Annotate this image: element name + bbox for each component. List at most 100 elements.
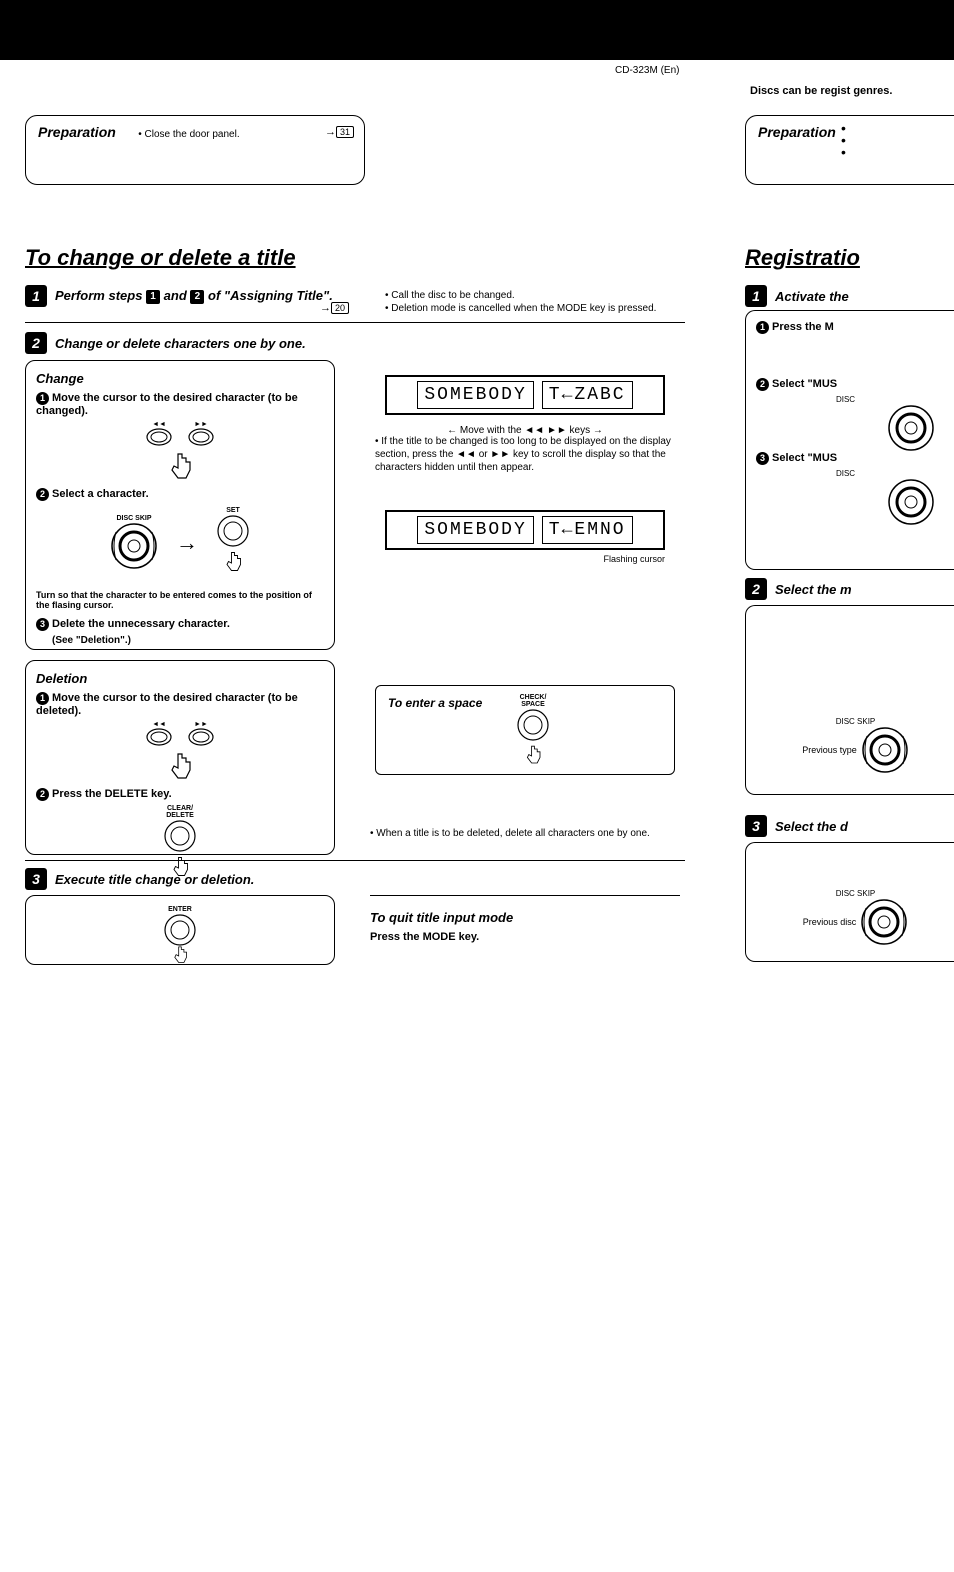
enter-label: ENTER — [36, 906, 324, 913]
preparation-box-left: Preparation • Close the door panel. →31 — [25, 115, 365, 185]
right-step-2-text: Select the m — [775, 582, 852, 597]
check-space-label: CHECK/ SPACE — [516, 694, 550, 708]
preparation-box-right: Preparation ••• — [745, 115, 954, 185]
page-ref-31: →31 — [325, 126, 354, 138]
enter-button-icon — [163, 913, 197, 947]
right-sub3: 3Select "MUS — [756, 452, 945, 465]
discs-registration-note: Discs can be regist genres. — [750, 85, 950, 97]
step-1-badge: 1 — [25, 285, 47, 307]
right-sub1: 1Press the M — [756, 321, 945, 334]
right-step-3-badge: 3 — [745, 815, 767, 837]
rewind-button-icon — [146, 428, 172, 446]
lcd-text-1b: T←ZABC — [542, 381, 633, 409]
quit-text: Press the MODE key. — [370, 931, 513, 943]
step-3-badge: 3 — [25, 868, 47, 890]
divider-1 — [25, 322, 685, 323]
right-knob-2-icon — [887, 478, 935, 526]
lcd-text-1a: SOMEBODY — [417, 381, 533, 409]
set-label: SET — [216, 507, 250, 514]
change-box: Change 1Move the cursor to the desired c… — [25, 360, 335, 650]
right-knob-3-icon — [861, 726, 909, 774]
preparation-title: Preparation — [38, 124, 116, 140]
quit-title: To quit title input mode — [370, 910, 513, 925]
step-3-text: Execute title change or deletion. — [55, 872, 254, 887]
previous-disc-label: Previous disc — [803, 917, 857, 927]
change-sub1: 1Move the cursor to the desired characte… — [36, 392, 324, 417]
forward-button-icon — [188, 428, 214, 446]
disc-skip-label: DISC SKIP — [110, 515, 158, 522]
change-sub2-note: Turn so that the character to be entered… — [36, 590, 324, 610]
deletion-sub1: 1Move the cursor to the desired characte… — [36, 692, 324, 717]
hand-press-icon-5 — [167, 943, 193, 969]
hand-press-icon-4 — [519, 742, 547, 770]
right-box-2: DISC SKIP Previous type — [745, 605, 954, 795]
preparation-bullet: • Close the door panel. — [138, 129, 239, 140]
right-step-2-row: 2 Select the m — [745, 578, 852, 600]
disc-arc-label-2: DISC — [756, 469, 935, 478]
enter-space-title: To enter a space — [388, 696, 482, 710]
rewind-button-icon-2 — [146, 728, 172, 746]
deletion-heading: Deletion — [36, 671, 324, 686]
rewind-forward-buttons: ◄◄ ►► — [36, 421, 324, 446]
clear-delete-label: CLEAR/ DELETE — [36, 805, 324, 819]
section-title-change-delete: To change or delete a title — [25, 245, 296, 271]
right-knob-1-icon — [887, 404, 935, 452]
lcd-text-2b: T←EMNO — [542, 516, 633, 544]
enter-space-box: To enter a space CHECK/ SPACE — [375, 685, 675, 775]
call-disc-note: • Call the disc to be changed. — [385, 290, 685, 301]
change-sub3-note: (See "Deletion".) — [52, 635, 324, 646]
right-step-1-row: 1 Activate the — [745, 285, 849, 307]
hand-press-icon-2 — [36, 748, 324, 788]
check-space-button-icon — [516, 708, 550, 742]
change-sub2: 2Select a character. — [36, 488, 324, 501]
change-sub3: 3Delete the unnecessary character. — [36, 618, 324, 631]
lcd-display-1: SOMEBODY T←ZABC ← Move with the ◄◄ ►► ke… — [385, 375, 665, 436]
step-2-badge: 2 — [25, 332, 47, 354]
previous-type-label: Previous type — [802, 745, 857, 755]
arrow-right-icon: → — [176, 530, 198, 556]
model-number: CD-323M (En) — [615, 65, 679, 76]
right-step-3-text: Select the d — [775, 819, 848, 834]
step-1-text: Perform steps 1 and 2 of "Assigning Titl… — [55, 288, 333, 304]
disc-skip-arc-label-2: DISC SKIP — [756, 889, 954, 898]
flashing-cursor-label: Flashing cursor — [385, 554, 665, 564]
step-3-row: 3 Execute title change or deletion. — [25, 868, 254, 890]
right-sub2: 2Select "MUS — [756, 378, 945, 391]
step-2-row: 2 Change or delete characters one by one… — [25, 332, 306, 354]
disc-arc-label-1: DISC — [756, 395, 935, 404]
long-title-note: • If the title to be changed is too long… — [375, 435, 675, 474]
section-title-registration: Registratio — [745, 245, 860, 271]
lcd-display-2: SOMEBODY T←EMNO Flashing cursor — [385, 510, 665, 564]
enter-box: ENTER — [25, 895, 335, 965]
right-box-3: DISC SKIP Previous disc — [745, 842, 954, 962]
clear-delete-button-icon — [163, 819, 197, 853]
right-step-1-text: Activate the — [775, 289, 849, 304]
deletion-sub2: 2Press the DELETE key. — [36, 788, 324, 801]
delete-all-note: • When a title is to be deleted, delete … — [370, 828, 680, 839]
lcd-text-2a: SOMEBODY — [417, 516, 533, 544]
prep-right-bullets: ••• — [841, 122, 846, 158]
page-ref-20: →20 — [320, 302, 349, 314]
deletion-mode-note: • Deletion mode is cancelled when the MO… — [385, 303, 685, 314]
knob-set-row: DISC SKIP → SET — [36, 507, 324, 578]
preparation-title-right: Preparation — [758, 124, 836, 140]
right-step-3-row: 3 Select the d — [745, 815, 848, 837]
step-2-text: Change or delete characters one by one. — [55, 336, 306, 351]
disc-skip-arc-label-1: DISC SKIP — [756, 717, 954, 726]
set-button-icon — [216, 514, 250, 548]
right-box-1: 1Press the M 2Select "MUS DISC 3Select "… — [745, 310, 954, 570]
forward-button-icon-2 — [188, 728, 214, 746]
divider-2 — [25, 860, 685, 861]
rewind-forward-buttons-2: ◄◄ ►► — [36, 721, 324, 746]
disc-skip-knob-icon — [110, 522, 158, 570]
right-knob-4-icon — [860, 898, 908, 946]
hand-press-icon-1 — [36, 448, 324, 488]
right-step-2-badge: 2 — [745, 578, 767, 600]
top-black-bar — [0, 0, 954, 60]
change-heading: Change — [36, 371, 324, 386]
divider-3 — [370, 895, 680, 896]
right-step-1-badge: 1 — [745, 285, 767, 307]
step-1-row: 1 Perform steps 1 and 2 of "Assigning Ti… — [25, 285, 333, 307]
deletion-box: Deletion 1Move the cursor to the desired… — [25, 660, 335, 855]
quit-section: To quit title input mode Press the MODE … — [370, 910, 513, 943]
